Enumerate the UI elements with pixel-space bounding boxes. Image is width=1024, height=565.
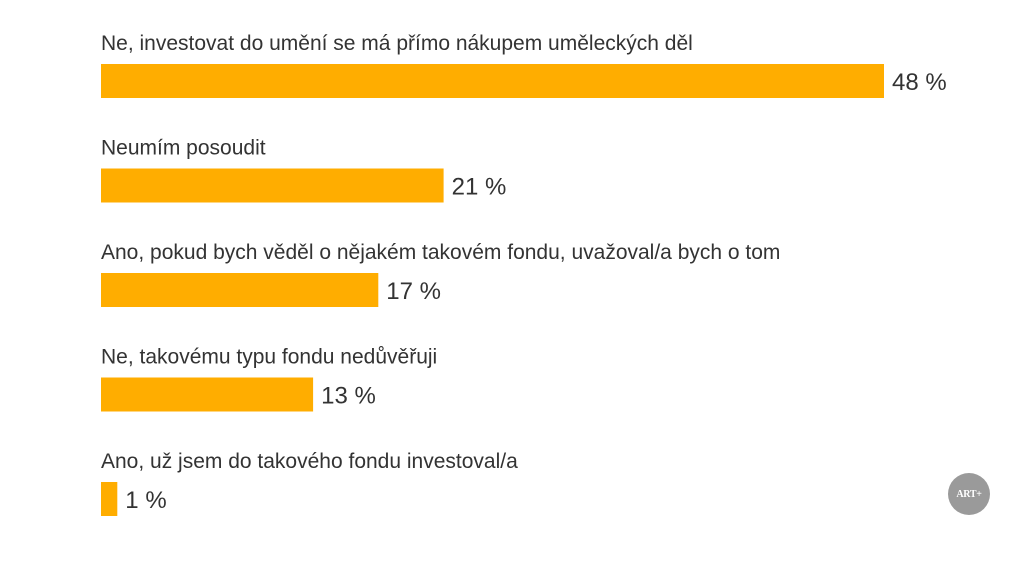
category-label: Ano, už jsem do takového fondu investova… (101, 450, 518, 473)
bar (101, 273, 379, 307)
value-label: 1 % (125, 487, 166, 514)
bar (101, 482, 118, 516)
value-label: 13 % (321, 383, 376, 410)
value-label: 21 % (452, 174, 507, 201)
category-label: Ne, takovému typu fondu nedůvěřuji (101, 346, 437, 369)
value-label: 48 % (892, 69, 947, 96)
art-plus-logo: ART+ (948, 473, 990, 515)
category-label: Ano, pokud bych věděl o nějakém takovém … (101, 241, 780, 264)
bar (101, 168, 444, 203)
category-label: Neumím posoudit (101, 137, 266, 160)
bar (101, 377, 314, 412)
bar (101, 64, 884, 98)
value-label: 17 % (386, 278, 441, 305)
category-label: Ne, investovat do umění se má přímo náku… (101, 32, 693, 55)
